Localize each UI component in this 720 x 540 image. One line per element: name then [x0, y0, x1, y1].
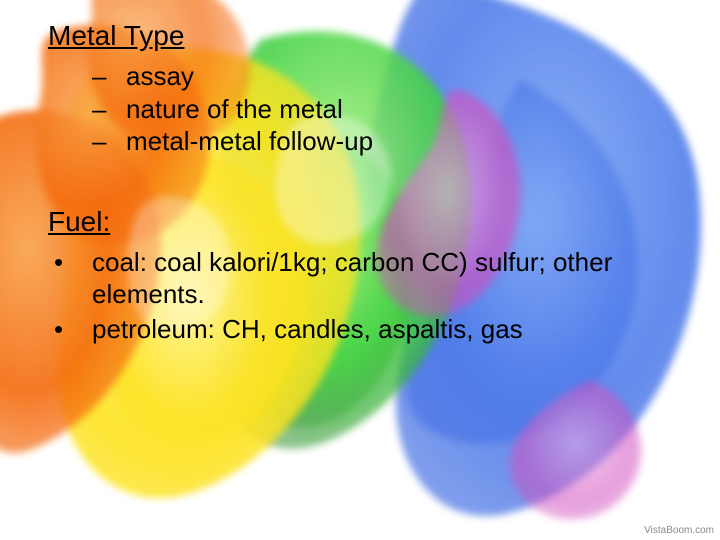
list-item: – metal-metal follow-up: [92, 125, 690, 158]
fuel-list: • coal: coal kalori/1kg; carbon CC) sulf…: [48, 246, 690, 346]
bullet-marker: •: [48, 313, 92, 346]
watermark-text: VistaBoom.com: [644, 525, 714, 536]
list-item: – nature of the metal: [92, 93, 690, 126]
list-item-text: metal-metal follow-up: [126, 125, 373, 158]
list-item-text: nature of the metal: [126, 93, 343, 126]
dash-marker: –: [92, 93, 126, 126]
list-item-text: coal: coal kalori/1kg; carbon CC) sulfur…: [92, 246, 690, 311]
list-item-text: petroleum: CH, candles, aspaltis, gas: [92, 313, 690, 346]
slide-content: Metal Type – assay – nature of the metal…: [0, 0, 720, 345]
dash-marker: –: [92, 60, 126, 93]
list-item-text: assay: [126, 60, 194, 93]
bullet-marker: •: [48, 246, 92, 311]
metal-type-heading: Metal Type: [48, 20, 690, 52]
dash-marker: –: [92, 125, 126, 158]
metal-type-list: – assay – nature of the metal – metal-me…: [92, 60, 690, 158]
fuel-heading: Fuel:: [48, 206, 690, 238]
list-item: • coal: coal kalori/1kg; carbon CC) sulf…: [48, 246, 690, 311]
list-item: • petroleum: CH, candles, aspaltis, gas: [48, 313, 690, 346]
list-item: – assay: [92, 60, 690, 93]
